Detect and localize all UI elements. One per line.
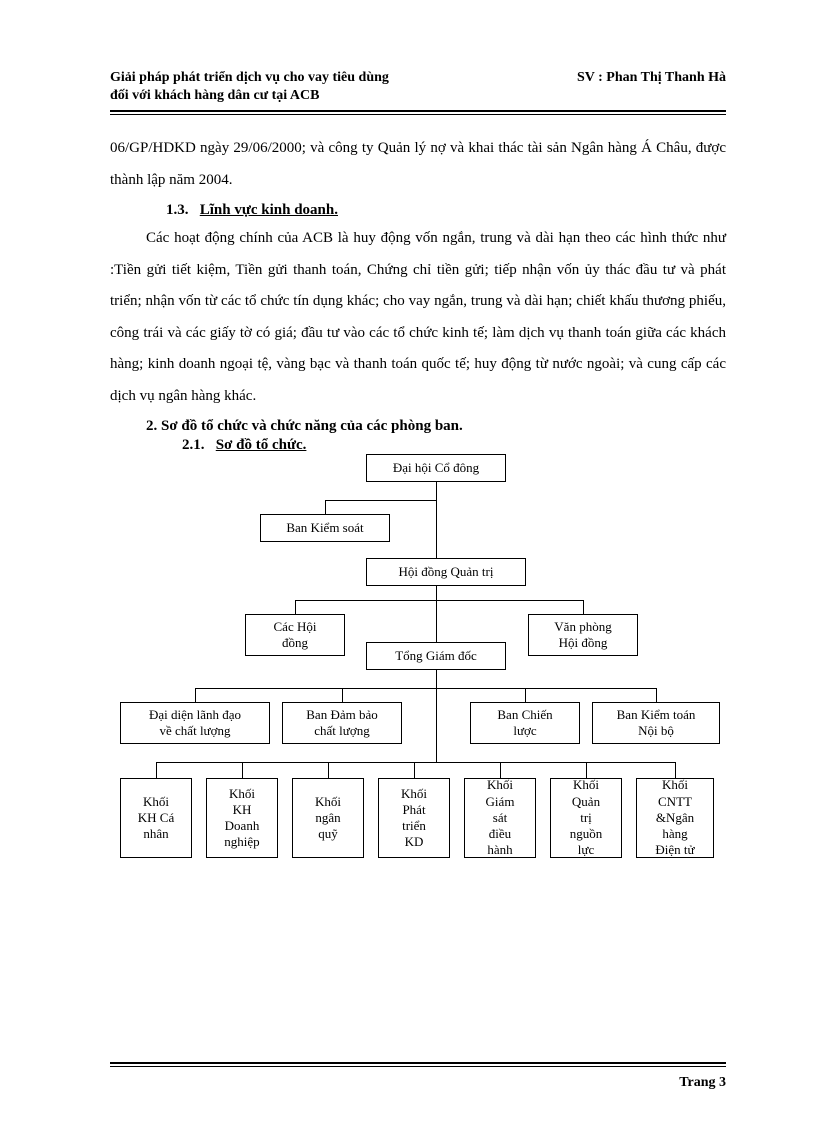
- chart-node: Hội đồng Quản trị: [366, 558, 526, 586]
- page-number: Trang 3: [679, 1075, 726, 1091]
- chart-vline: [295, 600, 296, 614]
- chart-hline: [156, 762, 675, 763]
- paragraph-2: Các hoạt động chính của ACB là huy động …: [110, 223, 726, 412]
- chart-node: Ban Kiểm toán Nội bộ: [592, 702, 720, 744]
- paragraph-1: 06/GP/HDKD ngày 29/06/2000; và công ty Q…: [110, 133, 726, 196]
- chart-hline: [195, 688, 656, 689]
- footer-rule: [110, 1062, 726, 1067]
- chart-vline: [675, 762, 676, 778]
- header-rule: [110, 110, 726, 115]
- chart-vline: [436, 482, 437, 558]
- chart-vline: [328, 762, 329, 778]
- chart-vline: [195, 688, 196, 702]
- chart-hline: [295, 600, 583, 601]
- header-author: SV : Phan Thị Thanh Hà: [577, 70, 726, 86]
- chart-vline: [586, 762, 587, 778]
- chart-node: Khối CNTT &Ngân hàng Điện tử: [636, 778, 714, 858]
- chart-node: Đại diện lãnh đạo về chất lượng: [120, 702, 270, 744]
- chart-node: Tổng Giám đốc: [366, 642, 506, 670]
- chart-vline: [500, 762, 501, 778]
- heading-2: 2. Sơ đồ tổ chức và chức năng của các ph…: [146, 418, 726, 435]
- chart-vline: [325, 500, 326, 514]
- chart-vline: [156, 762, 157, 778]
- heading-2-1-num: 2.1.: [182, 437, 205, 453]
- header-title-l1: Giải pháp phát triển dịch vụ cho vay tiê…: [110, 70, 389, 86]
- heading-1-3-text: Lĩnh vực kinh doanh.: [200, 202, 338, 218]
- chart-hline: [325, 500, 436, 501]
- chart-vline: [414, 762, 415, 778]
- chart-node: Khối Giám sát điều hành: [464, 778, 536, 858]
- chart-vline: [242, 762, 243, 778]
- chart-vline: [436, 670, 437, 762]
- chart-vline: [656, 688, 657, 702]
- heading-2-1-text: Sơ đồ tổ chức.: [216, 437, 307, 453]
- chart-node: Ban Kiểm soát: [260, 514, 390, 542]
- chart-node: Khối Phát triển KD: [378, 778, 450, 858]
- chart-node: Đại hội Cổ đông: [366, 454, 506, 482]
- chart-vline: [583, 600, 584, 614]
- heading-1-3-num: 1.3.: [166, 202, 189, 218]
- chart-node: Ban Chiến lược: [470, 702, 580, 744]
- header-title-l2: đối với khách hàng dân cư tại ACB: [110, 88, 726, 104]
- chart-node: Khối KH Cá nhân: [120, 778, 192, 858]
- chart-node: Khối KH Doanh nghiệp: [206, 778, 278, 858]
- chart-node: Các Hội đồng: [245, 614, 345, 656]
- chart-vline: [525, 688, 526, 702]
- chart-node: Khối Quản trị nguồn lực: [550, 778, 622, 858]
- chart-vline: [342, 688, 343, 702]
- org-chart: Đại hội Cổ đông Ban Kiểm soát Hội đồng Quả…: [110, 454, 726, 924]
- heading-1-3: 1.3. Lĩnh vực kinh doanh.: [166, 202, 726, 219]
- heading-2-1: 2.1. Sơ đồ tổ chức.: [182, 437, 726, 454]
- chart-vline: [436, 586, 437, 642]
- chart-node: Văn phòng Hội đồng: [528, 614, 638, 656]
- chart-node: Khối ngân quỹ: [292, 778, 364, 858]
- chart-node: Ban Đảm bảo chất lượng: [282, 702, 402, 744]
